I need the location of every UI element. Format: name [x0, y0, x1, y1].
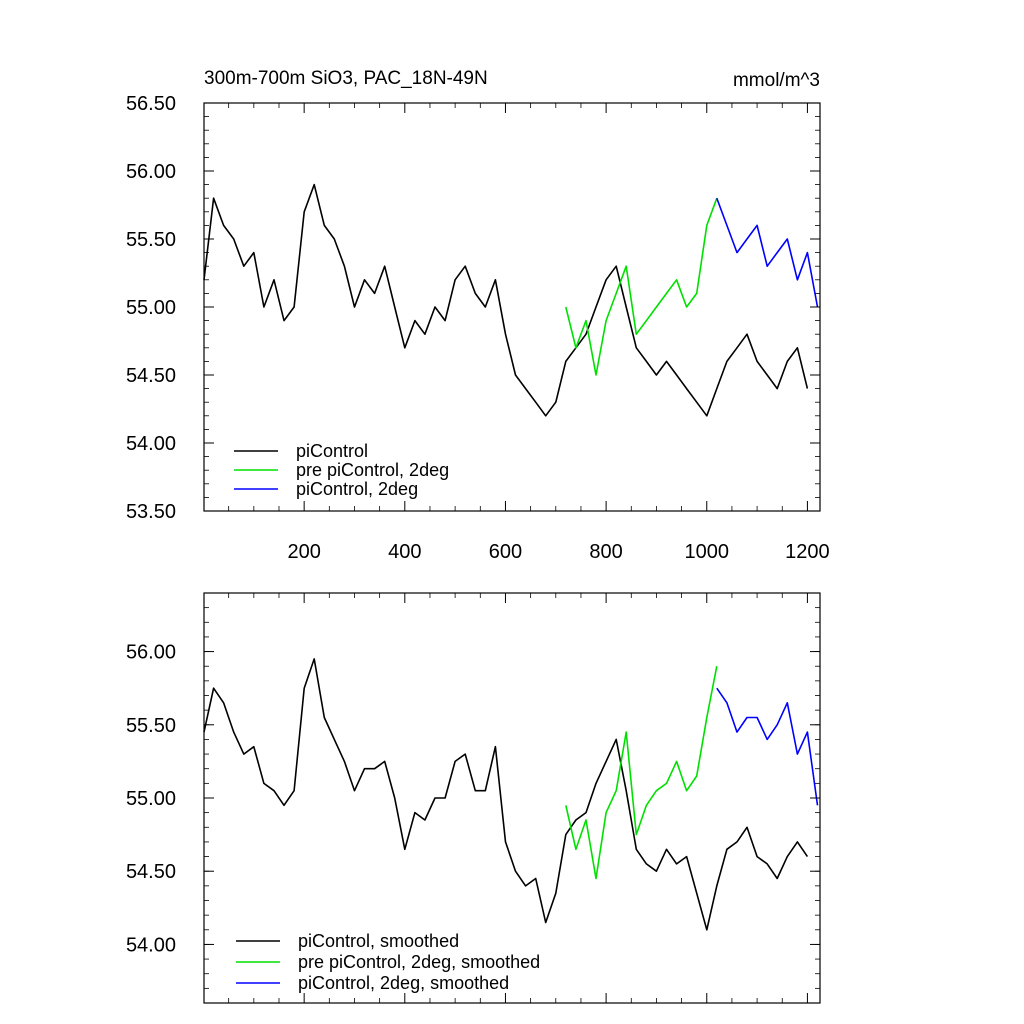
y-tick-label: 54.50: [126, 861, 176, 883]
series-line-pre-picontrol-2deg: [565, 197, 718, 376]
legend-label-pre-picontrol-2deg-smoothed: pre piControl, 2deg, smoothed: [298, 952, 540, 972]
y-tick-label: 54.00: [126, 433, 176, 455]
series-line-picontrol-2deg: [716, 197, 819, 308]
x-tick-label: 200: [287, 541, 320, 563]
legend-smoothed: piControl, smoothed pre piControl, 2deg,…: [236, 931, 540, 993]
legend-label-picontrol-2deg-smoothed: piControl, 2deg, smoothed: [298, 973, 509, 993]
y-tick-label: 55.00: [126, 297, 176, 319]
y-tick-label: 56.00: [126, 161, 176, 183]
x-tick-label: 600: [489, 541, 522, 563]
x-tick-label: 1000: [685, 541, 730, 563]
x-tick-label: 800: [589, 541, 622, 563]
bottom-panel: 54.00 54.50 55.00 55.50 56.00 piControl, smo…: [126, 592, 821, 1004]
x-tick-label: 1200: [785, 541, 830, 563]
series-line-picontrol: [203, 183, 809, 417]
y-tick-label: 56.50: [126, 93, 176, 115]
series-line-picontrol-2deg-smoothed: [716, 687, 819, 806]
y-tick-label: 55.00: [126, 788, 176, 810]
y-tick-label: 54.50: [126, 365, 176, 387]
y-tick-label: 54.00: [126, 934, 176, 956]
x-tick-label: 400: [388, 541, 421, 563]
legend: piControl pre piControl, 2deg piControl,…: [234, 441, 449, 499]
chart-title: 300m-700m SiO3, PAC_18N-49N: [204, 68, 488, 89]
y-tick-label: 55.50: [126, 715, 176, 737]
legend-label-pre-picontrol-2deg: pre piControl, 2deg: [296, 460, 449, 480]
y-tick-label: 53.50: [126, 501, 176, 523]
units-label: mmol/m^3: [733, 70, 820, 91]
legend-label-picontrol: piControl: [296, 441, 368, 461]
y-tick-label: 56.00: [126, 642, 176, 664]
legend-label-picontrol-2deg: piControl, 2deg: [296, 479, 418, 499]
plot-frame: [203, 592, 821, 1004]
y-tick-label: 55.50: [126, 229, 176, 251]
legend-label-picontrol-smoothed: piControl, smoothed: [298, 931, 459, 951]
series-line-picontrol-smoothed: [203, 658, 809, 931]
top-panel: 300m-700m SiO3, PAC_18N-49N mmol/m^3 53.…: [126, 68, 830, 563]
series-line-pre-picontrol-2deg-smoothed: [565, 666, 718, 880]
